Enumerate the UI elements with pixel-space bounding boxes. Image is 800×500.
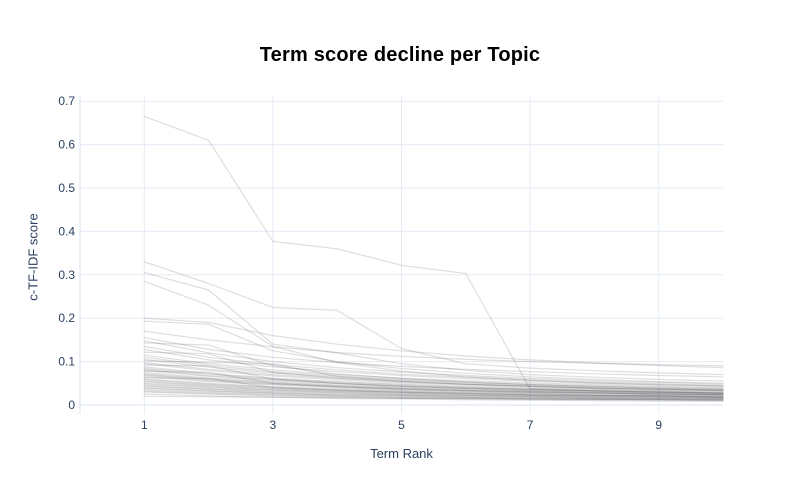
topic-line[interactable] xyxy=(143,348,724,387)
x-tick-label: 3 xyxy=(270,418,277,432)
x-tick-label: 1 xyxy=(141,418,148,432)
topic-line[interactable] xyxy=(143,387,724,400)
topic-line[interactable] xyxy=(143,368,724,394)
topic-line[interactable] xyxy=(143,340,724,385)
topic-line[interactable] xyxy=(143,363,724,392)
topic-line[interactable] xyxy=(143,378,724,397)
y-tick-label: 0.4 xyxy=(58,224,75,238)
x-axis-title: Term Rank xyxy=(370,446,433,461)
topic-line[interactable] xyxy=(143,369,724,394)
y-tick-label: 0.1 xyxy=(58,355,75,369)
topic-line[interactable] xyxy=(143,366,724,393)
y-tick-label: 0 xyxy=(68,398,75,412)
topic-line[interactable] xyxy=(143,361,724,391)
topic-line[interactable] xyxy=(143,383,724,399)
topic-line[interactable] xyxy=(143,382,724,399)
topic-line[interactable] xyxy=(143,115,724,394)
topic-line[interactable] xyxy=(143,320,724,384)
y-tick-label: 0.6 xyxy=(58,138,75,152)
topic-line[interactable] xyxy=(143,395,724,401)
topic-line[interactable] xyxy=(143,387,724,400)
topic-line[interactable] xyxy=(143,374,724,396)
topic-line[interactable] xyxy=(143,377,724,398)
topic-line[interactable] xyxy=(143,374,724,396)
topic-line[interactable] xyxy=(143,371,724,395)
topic-line[interactable] xyxy=(143,364,724,394)
x-tick-label: 5 xyxy=(398,418,405,432)
y-tick-label: 0.5 xyxy=(58,181,75,195)
topic-line[interactable] xyxy=(143,367,724,393)
topic-line[interactable] xyxy=(143,379,724,397)
topic-line[interactable] xyxy=(143,391,724,402)
topic-line[interactable] xyxy=(143,330,724,367)
x-tick-label: 9 xyxy=(655,418,662,432)
topic-line[interactable] xyxy=(143,360,724,392)
topic-line[interactable] xyxy=(143,373,724,395)
y-tick-label: 0.2 xyxy=(58,311,75,325)
topic-line[interactable] xyxy=(143,337,724,378)
topic-line[interactable] xyxy=(143,384,724,399)
topic-line[interactable] xyxy=(143,280,724,387)
topic-line[interactable] xyxy=(143,380,724,398)
topic-line[interactable] xyxy=(143,385,724,400)
topic-line[interactable] xyxy=(143,351,724,391)
topic-line[interactable] xyxy=(143,381,724,398)
topic-line[interactable] xyxy=(143,370,724,396)
y-tick-label: 0.7 xyxy=(58,94,75,108)
topic-line[interactable] xyxy=(143,356,724,390)
topic-line[interactable] xyxy=(143,317,724,369)
x-tick-label: 7 xyxy=(527,418,534,432)
chart-title: Term score decline per Topic xyxy=(259,44,541,66)
topic-line[interactable] xyxy=(143,345,724,387)
topic-line[interactable] xyxy=(143,390,724,401)
topic-line[interactable] xyxy=(143,358,724,390)
topic-line[interactable] xyxy=(143,376,724,396)
topic-line[interactable] xyxy=(143,342,724,390)
topic-line[interactable] xyxy=(143,272,724,382)
y-tick-label: 0.3 xyxy=(58,268,75,282)
topic-line[interactable] xyxy=(143,261,724,376)
topic-line[interactable] xyxy=(143,393,724,402)
topic-line[interactable] xyxy=(143,389,724,401)
y-axis-title: c-TF-IDF score xyxy=(25,213,41,301)
topic-line[interactable] xyxy=(143,354,724,389)
